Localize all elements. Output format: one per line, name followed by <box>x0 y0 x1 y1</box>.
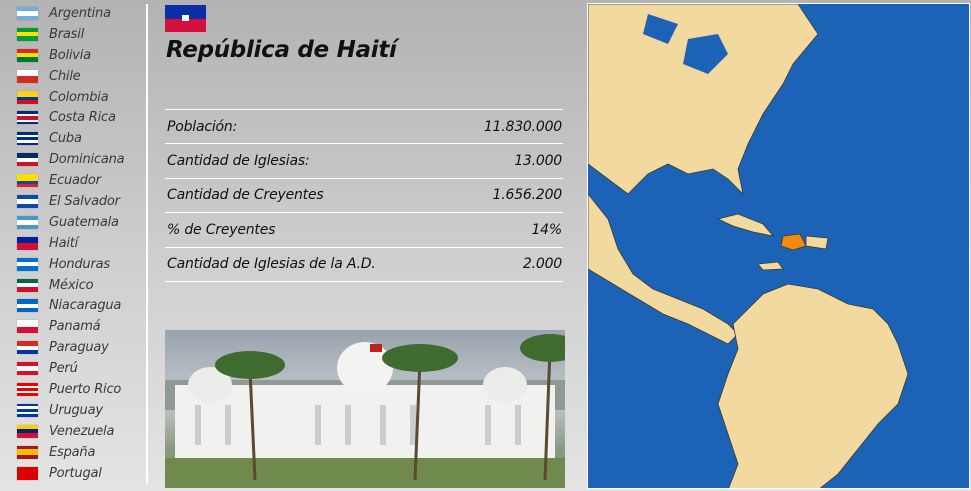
stat-value: 13.000 <box>514 153 562 170</box>
sidebar-item-label: México <box>49 277 94 293</box>
flag-icon <box>17 257 38 271</box>
flag-icon <box>17 215 38 229</box>
flag-icon <box>17 236 38 250</box>
sidebar-item-label: Panamá <box>49 319 101 335</box>
sidebar-item-label: El Salvador <box>49 193 120 209</box>
stat-row: Cantidad de Creyentes 1.656.200 <box>165 179 563 214</box>
stat-row: Cantidad de Iglesias: 13.000 <box>165 144 563 179</box>
sidebar-item-label: Brasil <box>49 26 85 42</box>
flag-icon <box>17 362 38 376</box>
sidebar-item-label: Uruguay <box>49 402 103 418</box>
sidebar-item-ecuador[interactable]: Ecuador <box>0 170 146 191</box>
sidebar-item-panamá[interactable]: Panamá <box>0 316 146 337</box>
stat-label: Cantidad de Iglesias de la A.D. <box>167 256 376 273</box>
sidebar-item-label: Puerto Rico <box>49 381 122 397</box>
flag-icon <box>17 320 38 334</box>
stat-row: % de Creyentes 14% <box>165 213 563 248</box>
sidebar-item-label: Portugal <box>49 465 102 481</box>
flag-icon <box>17 111 38 125</box>
sidebar-item-haití[interactable]: Haití <box>0 233 146 254</box>
flag-icon <box>17 445 38 459</box>
sidebar-item-label: Argentina <box>49 5 111 21</box>
flag-icon <box>17 403 38 417</box>
stat-label: Población: <box>167 118 238 135</box>
flag-icon <box>17 466 38 480</box>
sidebar-item-españa[interactable]: España <box>0 442 146 463</box>
stat-label: Cantidad de Creyentes <box>167 187 324 204</box>
sidebar-item-colombia[interactable]: Colombia <box>0 87 146 108</box>
sidebar-item-label: España <box>49 444 96 460</box>
sidebar-item-argentina[interactable]: Argentina <box>0 3 146 24</box>
stat-row: Cantidad de Iglesias de la A.D. 2.000 <box>165 248 563 282</box>
flag-icon <box>17 174 38 188</box>
stat-value: 14% <box>531 221 562 238</box>
sidebar-item-chile[interactable]: Chile <box>0 66 146 87</box>
sidebar-item-cuba[interactable]: Cuba <box>0 128 146 149</box>
page-title: República de Haití <box>166 37 397 63</box>
sidebar-item-brasil[interactable]: Brasil <box>0 24 146 45</box>
flag-icon <box>17 27 38 41</box>
region-map[interactable] <box>587 3 970 489</box>
sidebar-item-label: Perú <box>49 361 78 377</box>
sidebar-item-paraguay[interactable]: Paraguay <box>0 337 146 358</box>
country-list: Argentina Brasil Bolivia Chile Colombia Costa… <box>0 3 146 483</box>
flag-icon <box>17 132 38 146</box>
haiti-flag-icon <box>165 5 206 32</box>
sidebar-item-label: Ecuador <box>49 173 101 189</box>
flag-icon <box>17 341 38 355</box>
stat-value: 2.000 <box>522 256 562 273</box>
sidebar-item-dominicana[interactable]: Dominicana <box>0 149 146 170</box>
stat-label: % de Creyentes <box>167 221 276 238</box>
stat-value: 11.830.000 <box>483 118 562 135</box>
sidebar-item-label: Guatemala <box>49 214 119 230</box>
stat-row: Población: 11.830.000 <box>165 110 563 145</box>
sidebar-item-venezuela[interactable]: Venezuela <box>0 421 146 442</box>
national-palace-photo <box>165 330 565 488</box>
flag-icon <box>17 424 38 438</box>
flag-icon <box>17 90 38 104</box>
sidebar-item-el-salvador[interactable]: El Salvador <box>0 191 146 212</box>
flag-icon <box>17 194 38 208</box>
sidebar-item-perú[interactable]: Perú <box>0 358 146 379</box>
stats-table: Población: 11.830.000 Cantidad de Iglesia… <box>165 109 563 282</box>
flag-icon <box>17 69 38 83</box>
divider <box>146 4 148 484</box>
flag-icon <box>17 6 38 20</box>
sidebar-item-costa-rica[interactable]: Costa Rica <box>0 107 146 128</box>
flag-icon <box>17 382 38 396</box>
stat-label: Cantidad de Iglesias: <box>167 153 310 170</box>
sidebar-item-honduras[interactable]: Honduras <box>0 254 146 275</box>
sidebar-item-label: Costa Rica <box>49 110 116 126</box>
sidebar-item-label: Cuba <box>49 131 82 147</box>
flag-icon <box>17 299 38 313</box>
sidebar-item-label: Honduras <box>49 256 110 272</box>
sidebar-item-label: Venezuela <box>49 423 115 439</box>
sidebar-item-label: Niacaragua <box>49 298 122 314</box>
sidebar-item-bolivia[interactable]: Bolivia <box>0 45 146 66</box>
sidebar-item-label: Haití <box>49 235 79 251</box>
flag-icon <box>17 278 38 292</box>
sidebar-item-méxico[interactable]: México <box>0 275 146 296</box>
flag-icon <box>17 48 38 62</box>
stat-value: 1.656.200 <box>492 187 563 204</box>
sidebar-item-portugal[interactable]: Portugal <box>0 463 146 484</box>
sidebar-item-label: Colombia <box>49 89 109 105</box>
sidebar-item-label: Paraguay <box>49 340 109 356</box>
sidebar-item-uruguay[interactable]: Uruguay <box>0 400 146 421</box>
sidebar-item-label: Bolivia <box>49 47 91 63</box>
sidebar-item-puerto-rico[interactable]: Puerto Rico <box>0 379 146 400</box>
sidebar-item-guatemala[interactable]: Guatemala <box>0 212 146 233</box>
sidebar-item-label: Dominicana <box>49 152 125 168</box>
flag-icon <box>17 153 38 167</box>
sidebar-item-niacaragua[interactable]: Niacaragua <box>0 295 146 316</box>
sidebar-item-label: Chile <box>49 68 81 84</box>
